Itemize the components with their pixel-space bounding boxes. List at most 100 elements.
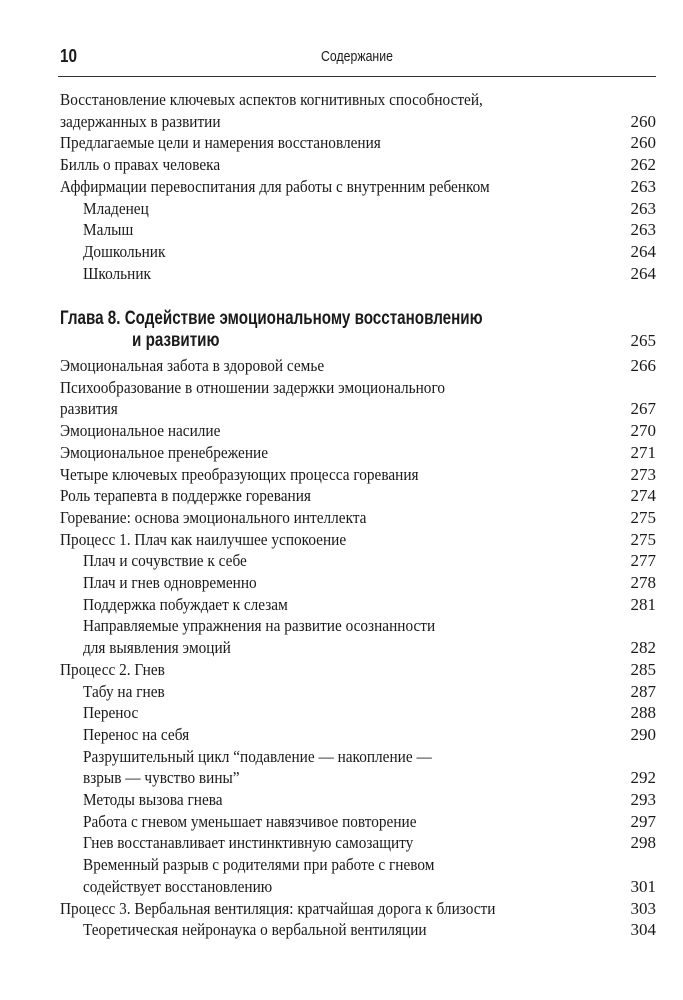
toc-page-number: 287 <box>630 681 657 701</box>
toc-page-number: 263 <box>630 220 657 240</box>
toc-entry-title: Дошкольник <box>83 241 166 261</box>
toc-entry-title: Школьник <box>83 263 151 283</box>
toc-entry-title: Горевание: основа эмоционального интелле… <box>60 507 367 527</box>
toc-entry-title: Эмоциональное насилие <box>60 421 221 441</box>
toc-entry: Разрушительный цикл “подавление — накопл… <box>60 746 656 789</box>
toc-entry: Эмоциональное насилие 270 <box>60 420 656 442</box>
toc-page-number: 266 <box>630 356 657 375</box>
toc-entry-title: Эмоциональная забота в здоровой семье <box>60 356 325 375</box>
toc-section-chapter-8: Эмоциональная забота в здоровой семье 266… <box>60 355 656 941</box>
toc-entry: Процесс 1. Плач как наилучшее успокоение… <box>60 529 656 551</box>
toc-page-number: 278 <box>630 573 657 593</box>
toc-entry: Четыре ключевых преобразующих процесса г… <box>60 464 656 486</box>
toc-entry: Малыш 263 <box>60 219 656 241</box>
toc-entry: Восстановление ключевых аспектов когнити… <box>60 89 656 132</box>
toc-entry-title: Плач и гнев одновременно <box>83 573 257 593</box>
toc-page-number: 264 <box>630 241 657 261</box>
toc-entry-title: задержанных в развитии <box>60 111 221 131</box>
toc-entry-title: Психообразование в отношении задержки эм… <box>60 377 445 397</box>
toc-section-top: Восстановление ключевых аспектов когнити… <box>60 89 656 284</box>
toc-entry-title: Восстановление ключевых аспектов когнити… <box>60 90 483 109</box>
toc-entry: Предлагаемые цели и намерения восстановл… <box>60 132 656 154</box>
chapter-heading: Глава 8. Содействие эмоциональному восст… <box>60 308 656 352</box>
toc-entry-title: Поддержка побуждает к слезам <box>83 594 288 614</box>
toc-entry: Психообразование в отношении задержки эм… <box>60 377 656 420</box>
toc-page-number: 274 <box>630 486 657 506</box>
chapter-title-line: и развитию <box>132 330 220 351</box>
toc-entry: Поддержка побуждает к слезам 281 <box>60 594 656 616</box>
toc-page-number: 304 <box>630 920 657 940</box>
toc-entry-title: Эмоциональное пренебрежение <box>60 442 268 462</box>
toc-entry-title: Методы вызова гнева <box>83 790 223 810</box>
toc-entry: Плач и гнев одновременно 278 <box>60 572 656 594</box>
toc-page-number: 260 <box>630 133 657 153</box>
running-head: Содержание <box>321 48 393 65</box>
toc-page-number: 282 <box>630 638 657 658</box>
toc-entry: Теоретическая нейронаука о вербальной ве… <box>60 919 656 941</box>
toc-entry-title: Перенос на себя <box>83 724 190 744</box>
toc-entry: Направляемые упражнения на развитие осоз… <box>60 615 656 658</box>
toc-entry-title: Малыш <box>83 220 134 240</box>
toc-page-number: 297 <box>630 811 657 831</box>
toc-entry: Временный разрыв с родителями при работе… <box>60 854 656 897</box>
toc-entry-title: Аффирмации перевоспитания для работы с в… <box>60 176 490 196</box>
toc-entry: Работа с гневом уменьшает навязчивое пов… <box>60 811 656 833</box>
toc-entry: Аффирмации перевоспитания для работы с в… <box>60 176 656 198</box>
toc-entry-title: Четыре ключевых преобразующих процесса г… <box>60 464 419 484</box>
toc-entry: Табу на гнев 287 <box>60 681 656 703</box>
toc-page-number: 260 <box>630 111 657 131</box>
toc-entry-title: Процесс 1. Плач как наилучшее успокоение <box>60 529 347 549</box>
page-header: 10 Содержание <box>58 44 656 77</box>
chapter-title-line: Глава 8. Содействие эмоциональному восст… <box>60 308 483 329</box>
toc-entry-title: содействует восстановлению <box>83 876 273 896</box>
toc-entry: Гнев восстанавливает инстинктивную самоз… <box>60 832 656 854</box>
toc-page-number: 301 <box>630 876 657 896</box>
toc-page-number: 275 <box>630 507 657 527</box>
toc-entry: Методы вызова гнева 293 <box>60 789 656 811</box>
toc-page-number: 270 <box>630 421 657 441</box>
toc-entry-title: Роль терапевта в поддержке горевания <box>60 486 311 506</box>
toc-entry-title: Табу на гнев <box>83 681 165 701</box>
toc-entry: Роль терапевта в поддержке горевания 274 <box>60 485 656 507</box>
toc-page-number: 290 <box>630 724 657 744</box>
toc-entry-title: Временный разрыв с родителями при работе… <box>83 855 435 875</box>
toc-entry-title: Плач и сочувствие к себе <box>83 551 247 571</box>
page-number: 10 <box>60 46 78 66</box>
toc-entry-title: Разрушительный цикл “подавление — накопл… <box>83 746 432 766</box>
toc-entry: Школьник 264 <box>60 263 656 285</box>
toc-page-number: 293 <box>630 790 657 810</box>
toc-entry: Билль о правах человека 262 <box>60 154 656 176</box>
toc-entry-title: Теоретическая нейронаука о вербальной ве… <box>83 920 427 940</box>
toc-page-number: 298 <box>630 833 657 853</box>
toc-page-number: 288 <box>630 703 657 723</box>
toc-entry-title: Процесс 3. Вербальная вентиляция: кратча… <box>60 898 496 918</box>
toc-page-number: 285 <box>630 659 657 679</box>
toc-entry: Плач и сочувствие к себе 277 <box>60 550 656 572</box>
toc-entry-title: Процесс 2. Гнев <box>60 659 165 679</box>
toc-entry-title: для выявления эмоций <box>83 638 231 658</box>
toc-page-number: 264 <box>630 263 657 283</box>
toc-entry: Дошкольник 264 <box>60 241 656 263</box>
toc-entry: Эмоциональное пренебрежение 271 <box>60 442 656 464</box>
toc-entry: Перенос на себя 290 <box>60 724 656 746</box>
toc-entry-title: Работа с гневом уменьшает навязчивое пов… <box>83 811 417 831</box>
toc-entry: Процесс 3. Вербальная вентиляция: кратча… <box>60 898 656 920</box>
toc-entry: Младенец 263 <box>60 198 656 220</box>
toc-entry-title: развития <box>60 399 118 419</box>
toc-page-number: 292 <box>630 768 657 788</box>
toc-entry-title: Билль о правах человека <box>60 155 221 175</box>
toc-entry: Горевание: основа эмоционального интелле… <box>60 507 656 529</box>
toc-page-number: 262 <box>630 155 657 175</box>
toc-entry-title: Гнев восстанавливает инстинктивную самоз… <box>83 833 414 853</box>
toc-entry: Перенос 288 <box>60 702 656 724</box>
toc-page-number: 275 <box>630 529 657 549</box>
toc-entry-title: взрыв — чувство вины” <box>83 768 240 788</box>
chapter-page-number: 265 <box>630 331 657 350</box>
toc-entry-title: Направляемые упражнения на развитие осоз… <box>83 616 436 636</box>
toc-page-number: 263 <box>630 176 657 196</box>
toc-page-number: 267 <box>630 399 657 419</box>
toc-entry-title: Предлагаемые цели и намерения восстановл… <box>60 133 381 153</box>
toc-page-number: 303 <box>630 898 657 918</box>
toc-entry-title: Младенец <box>83 198 149 218</box>
toc-page-number: 271 <box>630 442 657 462</box>
